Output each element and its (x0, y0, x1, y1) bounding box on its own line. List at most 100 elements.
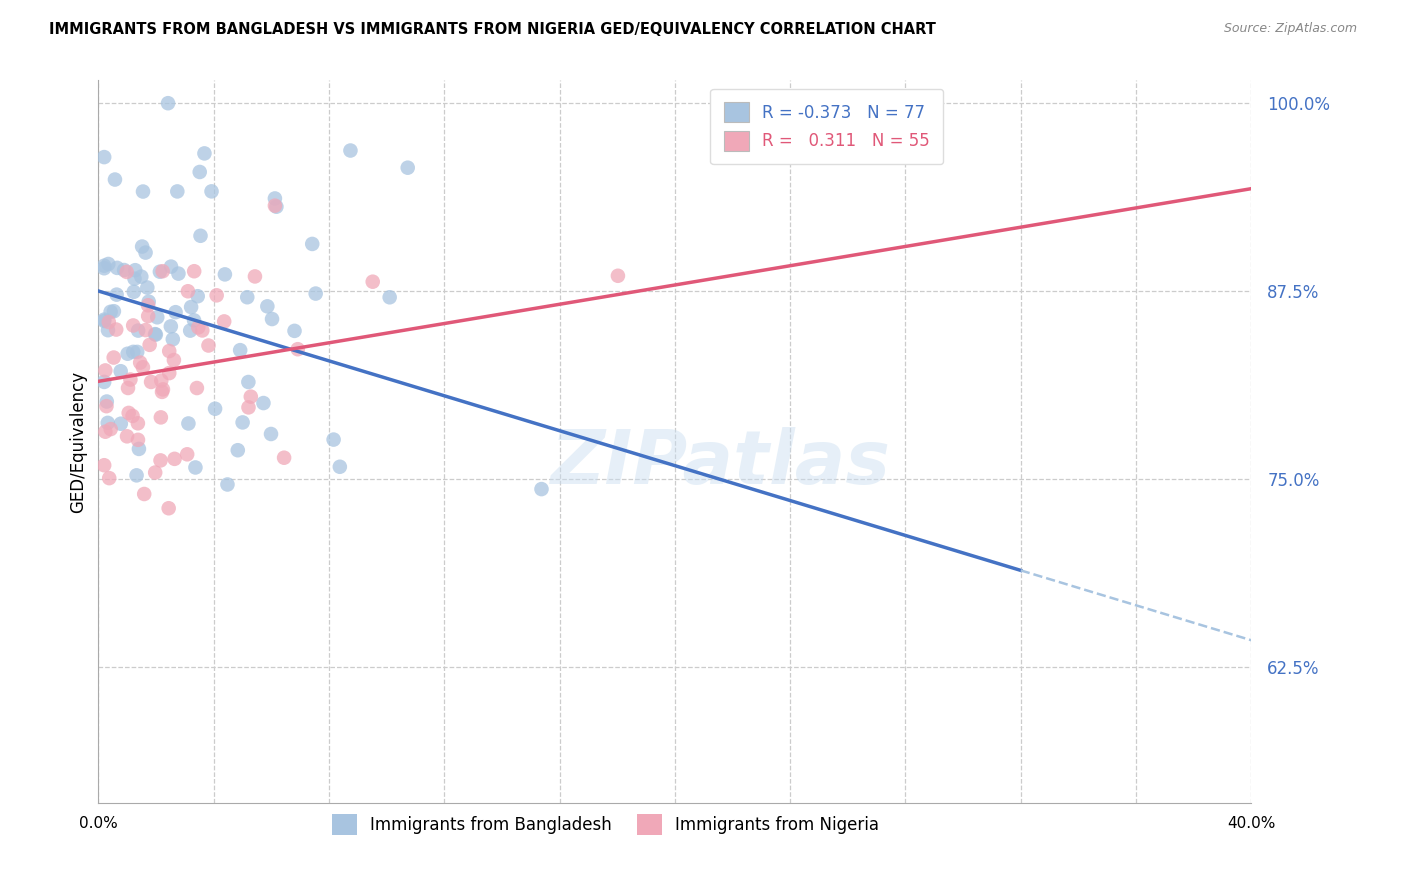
Point (252, 396, 274, 410)
Point (157, 96, 180, 111)
Point (117, 347, 139, 361)
Point (94, 363, 117, 377)
Point (127, 433, 149, 447)
Point (110, 417, 132, 431)
Point (361, 275, 384, 289)
Point (301, 236, 323, 251)
Point (150, 384, 173, 399)
Point (135, 245, 157, 260)
Point (143, 327, 166, 342)
Point (162, 332, 184, 346)
Point (166, 185, 188, 199)
Point (238, 401, 260, 415)
Point (190, 228, 212, 243)
Point (149, 453, 172, 467)
Point (94, 425, 117, 439)
Point (93, 261, 115, 276)
Point (177, 417, 200, 431)
Point (110, 364, 132, 378)
Point (97, 257, 120, 271)
Point (243, 269, 266, 284)
Point (97, 416, 120, 430)
Point (143, 466, 166, 480)
Point (103, 351, 125, 365)
Point (236, 290, 259, 304)
Point (239, 390, 262, 404)
Point (93, 259, 115, 273)
Point (122, 285, 145, 299)
Point (193, 146, 215, 161)
Point (287, 342, 309, 356)
Point (104, 172, 127, 186)
Point (176, 447, 198, 461)
Point (232, 416, 254, 430)
Point (139, 375, 162, 389)
Point (131, 239, 153, 253)
Point (125, 468, 148, 483)
Point (127, 417, 149, 431)
Point (100, 305, 122, 319)
Point (134, 487, 156, 501)
Point (93, 458, 115, 473)
Point (157, 366, 180, 380)
Point (184, 460, 207, 475)
Point (273, 450, 295, 465)
Point (136, 280, 159, 294)
Point (105, 260, 128, 275)
Point (132, 360, 155, 375)
Point (260, 427, 283, 442)
Point (149, 410, 172, 425)
Point (146, 310, 169, 325)
Point (115, 429, 138, 443)
Point (103, 304, 125, 318)
Point (150, 374, 173, 388)
Point (266, 200, 288, 214)
Point (100, 422, 122, 436)
Point (157, 501, 180, 516)
Point (105, 322, 128, 336)
Point (96, 394, 118, 409)
Point (96, 399, 118, 413)
Point (238, 375, 260, 389)
Point (157, 344, 180, 359)
Point (135, 323, 157, 337)
Point (264, 191, 287, 205)
Point (145, 327, 167, 342)
Point (98, 471, 121, 485)
Point (179, 324, 201, 338)
Point (136, 298, 159, 312)
Point (188, 165, 211, 179)
Point (186, 381, 208, 395)
Point (138, 294, 160, 309)
Point (180, 300, 202, 314)
Point (138, 338, 160, 352)
Point (122, 344, 145, 359)
Text: Source: ZipAtlas.com: Source: ZipAtlas.com (1223, 22, 1357, 36)
Point (121, 409, 143, 423)
Point (214, 268, 236, 282)
Point (93, 312, 115, 326)
Point (152, 264, 174, 278)
Y-axis label: GED/Equivalency: GED/Equivalency (69, 370, 87, 513)
Point (396, 161, 419, 175)
Point (97, 315, 120, 329)
Point (305, 286, 328, 301)
Point (229, 343, 252, 358)
Point (183, 313, 205, 327)
Point (152, 383, 174, 397)
Point (160, 319, 183, 334)
Point (93, 150, 115, 164)
Text: ZIPatlas: ZIPatlas (551, 426, 891, 500)
Point (97, 323, 120, 337)
Point (329, 459, 352, 474)
Point (260, 312, 283, 326)
Point (163, 451, 186, 466)
Point (124, 271, 146, 285)
Point (105, 287, 128, 301)
Point (606, 268, 628, 283)
Point (191, 323, 214, 337)
Point (93, 375, 115, 389)
Point (226, 443, 249, 458)
Point (128, 442, 150, 456)
Point (197, 338, 219, 352)
